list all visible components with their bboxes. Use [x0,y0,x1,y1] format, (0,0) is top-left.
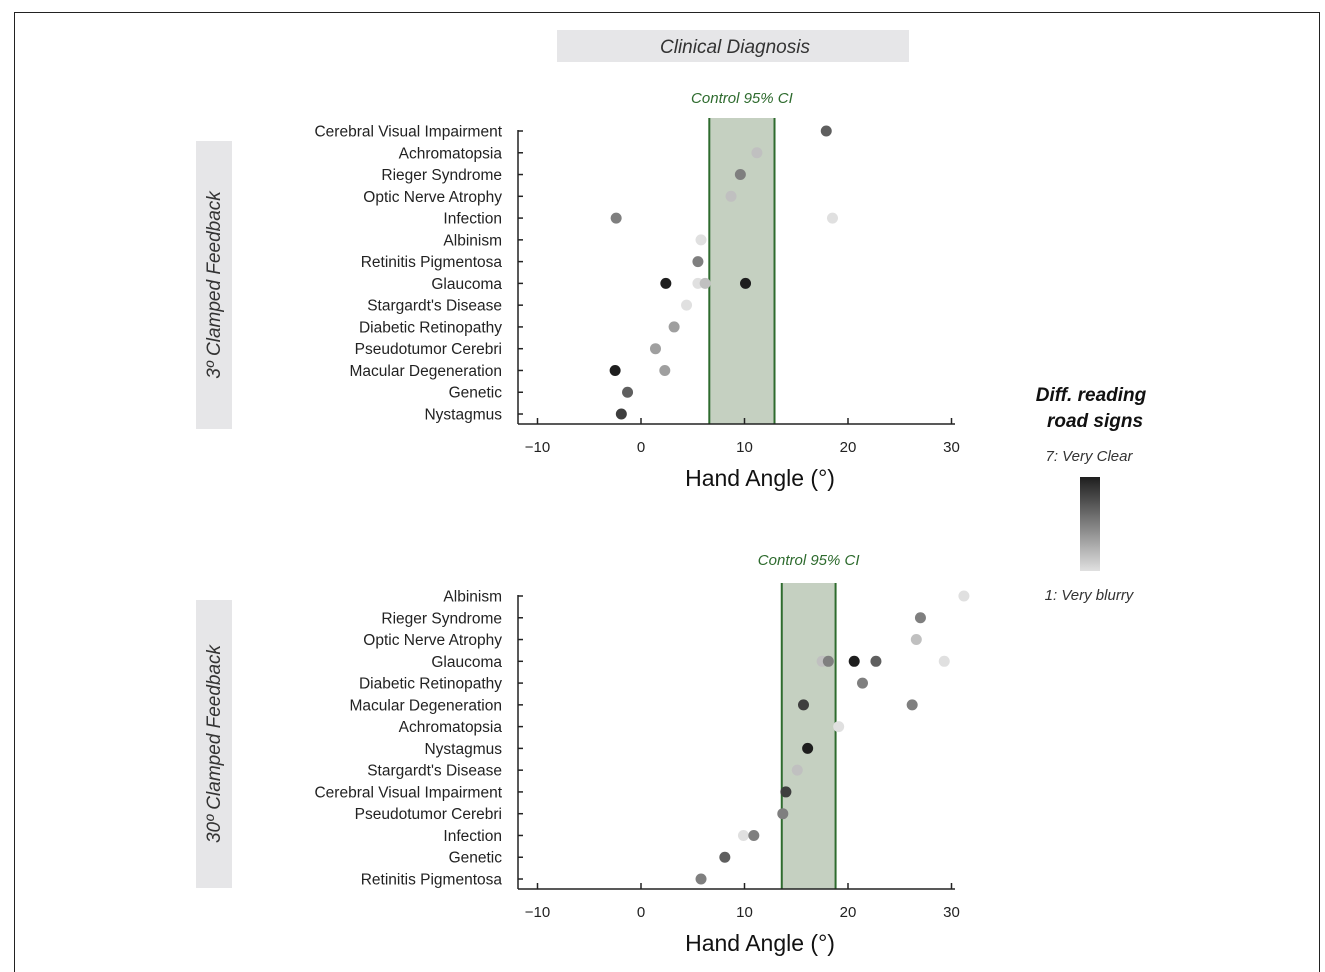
panel-3deg-clamped: Control 95% CI Cerebral Visual Impairment… [314,90,959,491]
x-tick-label: 20 [840,439,857,456]
legend-colorbar [1080,477,1100,571]
legend-low-label: 1: Very blurry [1045,587,1135,604]
x-tick-label: 0 [637,904,645,921]
data-point [622,386,634,398]
data-point [649,343,661,355]
category-label: Diabetic Retinopathy [359,676,502,693]
data-point [737,829,749,841]
category-label: Stargardt's Disease [367,298,502,315]
data-point [826,212,838,224]
panel-label-30deg: 30º Clamped Feedback [204,643,225,843]
category-label: Macular Degeneration [349,363,502,380]
legend-title-line1: Diff. reading [1036,385,1147,406]
x-tick-label: 0 [637,439,645,456]
category-label: Macular Degeneration [349,697,502,714]
category-label: Infection [443,211,502,228]
x-tick-label: 30 [943,904,960,921]
category-label: Achromatopsia [399,719,503,736]
data-point [725,190,737,202]
x-tick-label: 30 [943,439,960,456]
data-point [695,873,707,885]
category-label: Diabetic Retinopathy [359,319,502,336]
x-axis-title: Hand Angle (°) [685,930,835,956]
panel-strip-3deg [196,141,232,429]
data-point [615,408,627,420]
ci-band [781,583,836,889]
category-label: Glaucoma [431,276,502,293]
category-label: Cerebral Visual Impairment [314,784,502,801]
header-strip [557,30,909,62]
category-label: Optic Nerve Atrophy [363,189,502,206]
panel-label-3deg: 3º Clamped Feedback [204,190,225,379]
data-point [780,786,792,798]
ci-label: Control 95% CI [691,90,793,107]
data-point [791,764,803,776]
category-label: Stargardt's Disease [367,763,502,780]
legend-title-line2: road signs [1047,411,1143,432]
data-point [906,699,918,711]
category-label: Infection [443,828,502,845]
data-point [748,829,760,841]
data-point [777,808,789,820]
category-label: Retinitis Pigmentosa [361,254,503,271]
data-point [822,655,834,667]
category-label: Glaucoma [431,654,502,671]
data-point [848,655,860,667]
x-axis-title: Hand Angle (°) [685,465,835,491]
data-point [609,364,621,376]
category-label: Genetic [449,850,503,867]
data-point [938,655,950,667]
category-label: Rieger Syndrome [381,610,502,627]
x-tick-label: 20 [840,904,857,921]
category-label: Albinism [443,232,502,249]
data-point [914,612,926,624]
category-label: Cerebral Visual Impairment [314,124,502,141]
x-tick-label: −10 [525,904,550,921]
legend: Diff. reading road signs 7: Very Clear 1… [1036,385,1147,604]
panel-30deg-clamped: Control 95% CI Albinism Rieger Syndrome Opt… [314,552,970,956]
data-point [660,277,672,289]
data-point [668,321,680,333]
data-point [610,212,622,224]
ci-band [709,118,775,424]
data-point [820,125,832,137]
data-point [734,169,746,181]
legend-high-label: 7: Very Clear [1046,448,1134,465]
data-point [751,147,763,159]
x-tick-label: −10 [525,439,550,456]
data-point [681,299,693,311]
data-point [695,234,707,246]
data-point [659,364,671,376]
x-tick-label: 10 [736,904,753,921]
category-label: Rieger Syndrome [381,167,502,184]
category-label: Nystagmus [424,407,502,424]
data-point [719,851,731,863]
data-point [740,277,752,289]
category-label: Achromatopsia [399,145,503,162]
ci-label: Control 95% CI [758,552,860,569]
data-point [699,277,711,289]
panel-strip-30deg [196,600,232,888]
category-label: Genetic [449,385,503,402]
category-label: Nystagmus [424,741,502,758]
data-point [692,256,704,268]
x-tick-label: 10 [736,439,753,456]
data-point [833,721,845,733]
data-point [870,655,882,667]
data-point [802,742,814,754]
header-title: Clinical Diagnosis [660,37,810,58]
figure-frame [14,12,1320,972]
category-label: Pseudotumor Cerebri [355,806,502,823]
data-point [910,634,922,646]
category-label: Pseudotumor Cerebri [355,341,502,358]
category-label: Optic Nerve Atrophy [363,632,502,649]
data-point [797,699,809,711]
data-point [958,590,970,602]
category-label: Retinitis Pigmentosa [361,872,503,889]
data-point [856,677,868,689]
category-label: Albinism [443,589,502,606]
